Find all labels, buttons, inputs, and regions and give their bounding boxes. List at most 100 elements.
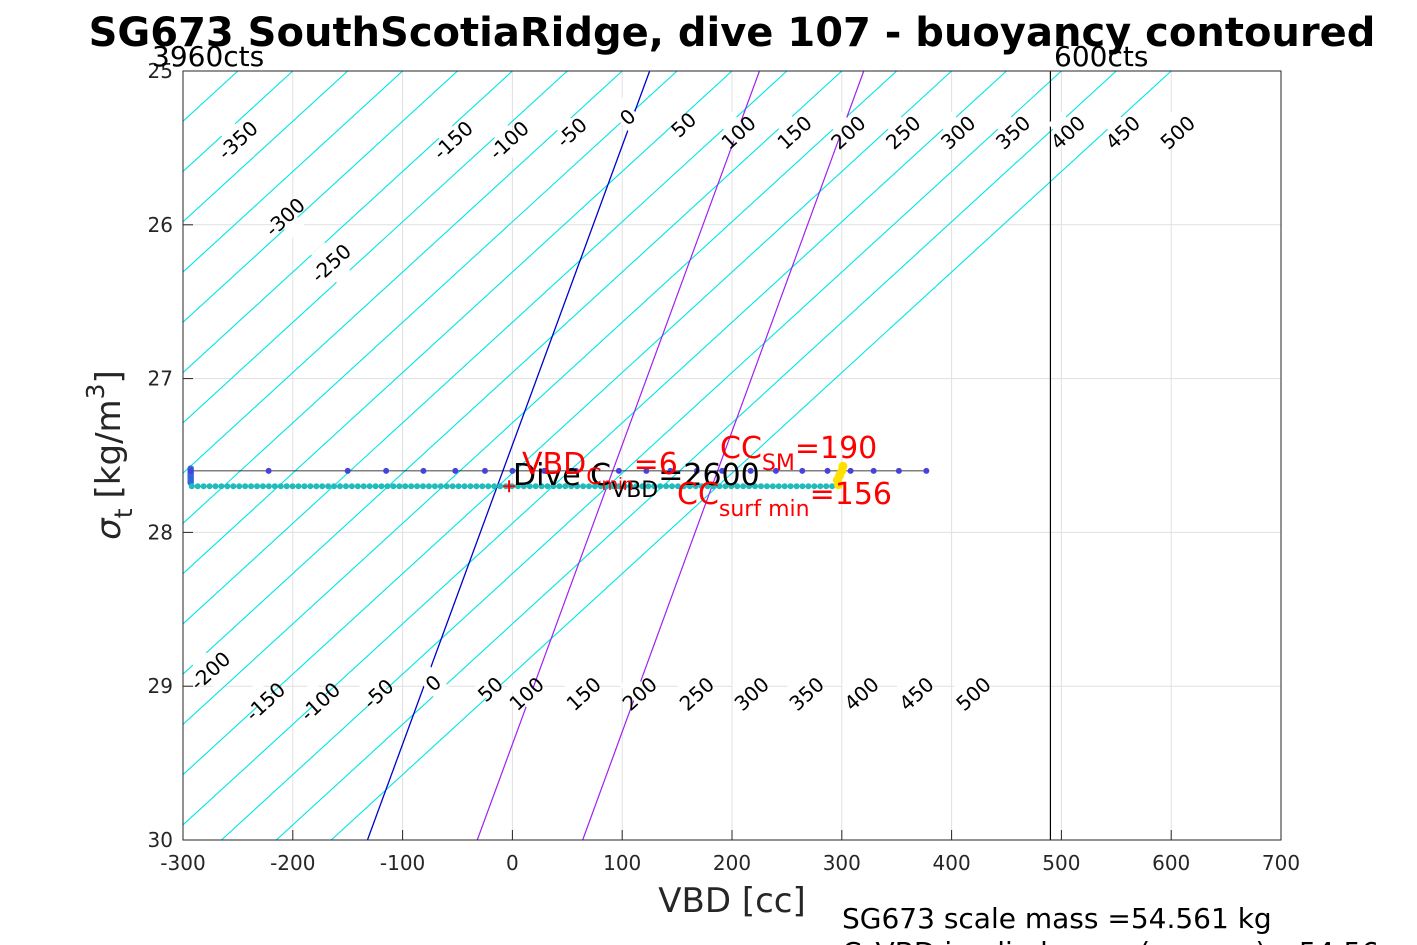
limit-label-600cts: 600cts [1054, 40, 1148, 73]
climb-point [627, 483, 634, 490]
contour-label-bg [432, 119, 474, 162]
contour-label-bg [488, 119, 530, 162]
dive-point [541, 467, 548, 474]
climb-point [538, 483, 545, 490]
buoyancy-contour-line [183, 71, 843, 675]
climb-point [218, 483, 225, 490]
contour-label-bg [311, 242, 352, 285]
climb-point [301, 483, 308, 490]
dive-point [870, 467, 877, 474]
dive-point [799, 467, 806, 474]
limit-label-3960cts: 3960cts [152, 40, 264, 73]
climb-point [514, 483, 521, 490]
climb-point [354, 483, 361, 490]
climb-point [414, 483, 421, 490]
climb-point [799, 483, 806, 490]
y-tick-label: 26 [148, 213, 173, 237]
climb-point [544, 483, 551, 490]
buoyancy-contours [183, 71, 1172, 840]
dive-point [824, 467, 831, 474]
climb-point [384, 483, 391, 490]
contour-label-bg [217, 119, 259, 162]
climb-point [829, 483, 836, 490]
cc-surf-min-label: CCsurf min=156 [677, 477, 892, 522]
contour-label-bg [1047, 111, 1089, 154]
climb-point [366, 483, 373, 490]
climb-point [206, 483, 213, 490]
buoyancy-contour-line [183, 71, 458, 324]
x-tick-label: 500 [1042, 851, 1080, 875]
climb-point [597, 483, 604, 490]
climb-point [686, 483, 693, 490]
footer-line-1: SG673 scale mass =54.561 kg [842, 902, 1272, 935]
y-axis-label: σt[kg/m3] [81, 370, 138, 540]
climb-point [793, 483, 800, 490]
climb-point [698, 483, 705, 490]
y-tick-label: 25 [148, 59, 173, 83]
climb-point [230, 483, 237, 490]
climb-point [402, 483, 409, 490]
footer-line-2: C_VBD implied mass (opengg) =54.56 [842, 936, 1379, 945]
climb-point [609, 483, 616, 490]
dive-cvbd-label: Dive CVBD=2600 [513, 458, 760, 503]
contour-label-bg [470, 668, 511, 711]
climb-point [224, 483, 231, 490]
y-tick-label: 28 [148, 520, 173, 544]
climb-point [615, 483, 622, 490]
climb-point [479, 483, 486, 490]
climb-point [526, 483, 533, 490]
climb-point [188, 483, 195, 490]
climb-point [746, 483, 753, 490]
climb-point [704, 483, 711, 490]
surface-point [838, 461, 848, 471]
climb-point [692, 483, 699, 490]
climb-point [669, 483, 676, 490]
climb-point [467, 483, 474, 490]
contour-label-bg [506, 673, 547, 715]
climb-point [396, 483, 403, 490]
climb-point [372, 483, 379, 490]
climb-point [645, 483, 652, 490]
contour-label-bg [786, 673, 827, 715]
dive-point [747, 467, 754, 474]
climb-point [574, 483, 581, 490]
climb-point [254, 483, 261, 490]
y-tick-label: 29 [148, 674, 173, 698]
climb-point [657, 483, 664, 490]
climb-point [461, 483, 468, 490]
contour-label-bg [663, 104, 704, 146]
climb-point [663, 483, 670, 490]
climb-point [639, 483, 646, 490]
climb-point [449, 483, 456, 490]
contour-label-bg [563, 673, 604, 715]
surface-point [834, 480, 844, 490]
y-tick-label: 30 [148, 828, 173, 852]
dive-point [452, 467, 459, 474]
climb-point [811, 483, 818, 490]
climb-point [319, 483, 326, 490]
climb-point [325, 483, 332, 490]
climb-point [740, 483, 747, 490]
climb-point [242, 483, 249, 490]
dive-point [923, 467, 930, 474]
climb-point [716, 483, 723, 490]
dive-point [667, 467, 674, 474]
climb-point [485, 483, 492, 490]
climb-point [289, 483, 296, 490]
climb-point [621, 483, 628, 490]
climb-point [390, 483, 397, 490]
dive-point [643, 467, 650, 474]
contour-label-bg [1102, 111, 1144, 154]
contour-label-bg [883, 111, 924, 154]
buoyancy-contour-line [183, 71, 952, 776]
dive-point [265, 467, 272, 474]
dive-point [772, 467, 779, 474]
climb-point [408, 483, 415, 490]
climb-point [556, 483, 563, 490]
contour-label-bg [953, 673, 994, 715]
climb-point [443, 483, 450, 490]
buoyancy-contour-line [183, 71, 623, 474]
x-tick-label: -200 [270, 851, 315, 875]
buoyancy-contour-line [183, 71, 678, 525]
buoyancy-contour-line [275, 71, 1117, 840]
